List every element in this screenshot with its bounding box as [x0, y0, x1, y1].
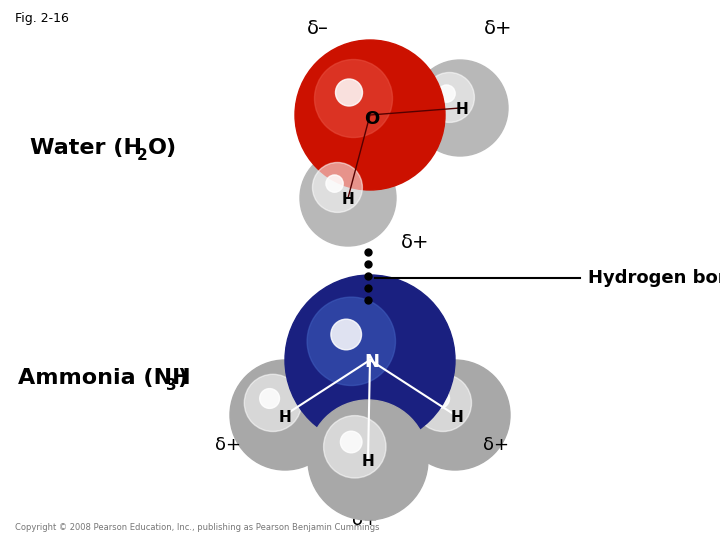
Text: δ–: δ– [307, 18, 329, 37]
Circle shape [400, 360, 510, 470]
Circle shape [244, 374, 302, 431]
Text: H: H [279, 409, 292, 424]
Circle shape [285, 275, 455, 445]
Circle shape [323, 416, 386, 478]
Circle shape [308, 400, 428, 520]
Text: δ+: δ+ [215, 436, 241, 454]
Text: Water (H: Water (H [30, 138, 142, 158]
Text: O: O [364, 110, 379, 128]
Circle shape [312, 163, 362, 212]
Circle shape [331, 319, 361, 350]
Text: δ+: δ+ [484, 18, 512, 37]
Circle shape [336, 79, 362, 106]
Text: H: H [341, 192, 354, 207]
Text: 2: 2 [137, 147, 148, 163]
Circle shape [414, 374, 472, 431]
Text: Hydrogen bond: Hydrogen bond [588, 269, 720, 287]
Text: 3: 3 [166, 377, 176, 393]
Circle shape [412, 60, 508, 156]
Circle shape [230, 360, 340, 470]
Circle shape [438, 85, 455, 102]
Text: ): ) [177, 368, 187, 388]
Circle shape [307, 297, 395, 386]
Circle shape [341, 431, 362, 453]
Circle shape [260, 389, 279, 408]
Text: H: H [361, 455, 374, 469]
Circle shape [315, 59, 392, 138]
Text: Copyright © 2008 Pearson Education, Inc., publishing as Pearson Benjamin Cumming: Copyright © 2008 Pearson Education, Inc.… [15, 523, 379, 532]
Circle shape [425, 72, 474, 123]
Text: δ+: δ+ [483, 436, 509, 454]
Text: O): O) [148, 138, 177, 158]
Text: H: H [451, 409, 464, 424]
Text: Ammonia (NH: Ammonia (NH [18, 368, 191, 388]
Text: δ–: δ– [404, 308, 426, 327]
Circle shape [430, 389, 449, 408]
Text: δ+: δ+ [401, 233, 429, 252]
Circle shape [295, 40, 445, 190]
Text: Fig. 2-16: Fig. 2-16 [15, 12, 69, 25]
Text: N: N [364, 353, 379, 371]
Text: H: H [456, 103, 469, 118]
Circle shape [300, 150, 396, 246]
Text: δ+: δ+ [352, 511, 378, 529]
Circle shape [326, 175, 343, 192]
